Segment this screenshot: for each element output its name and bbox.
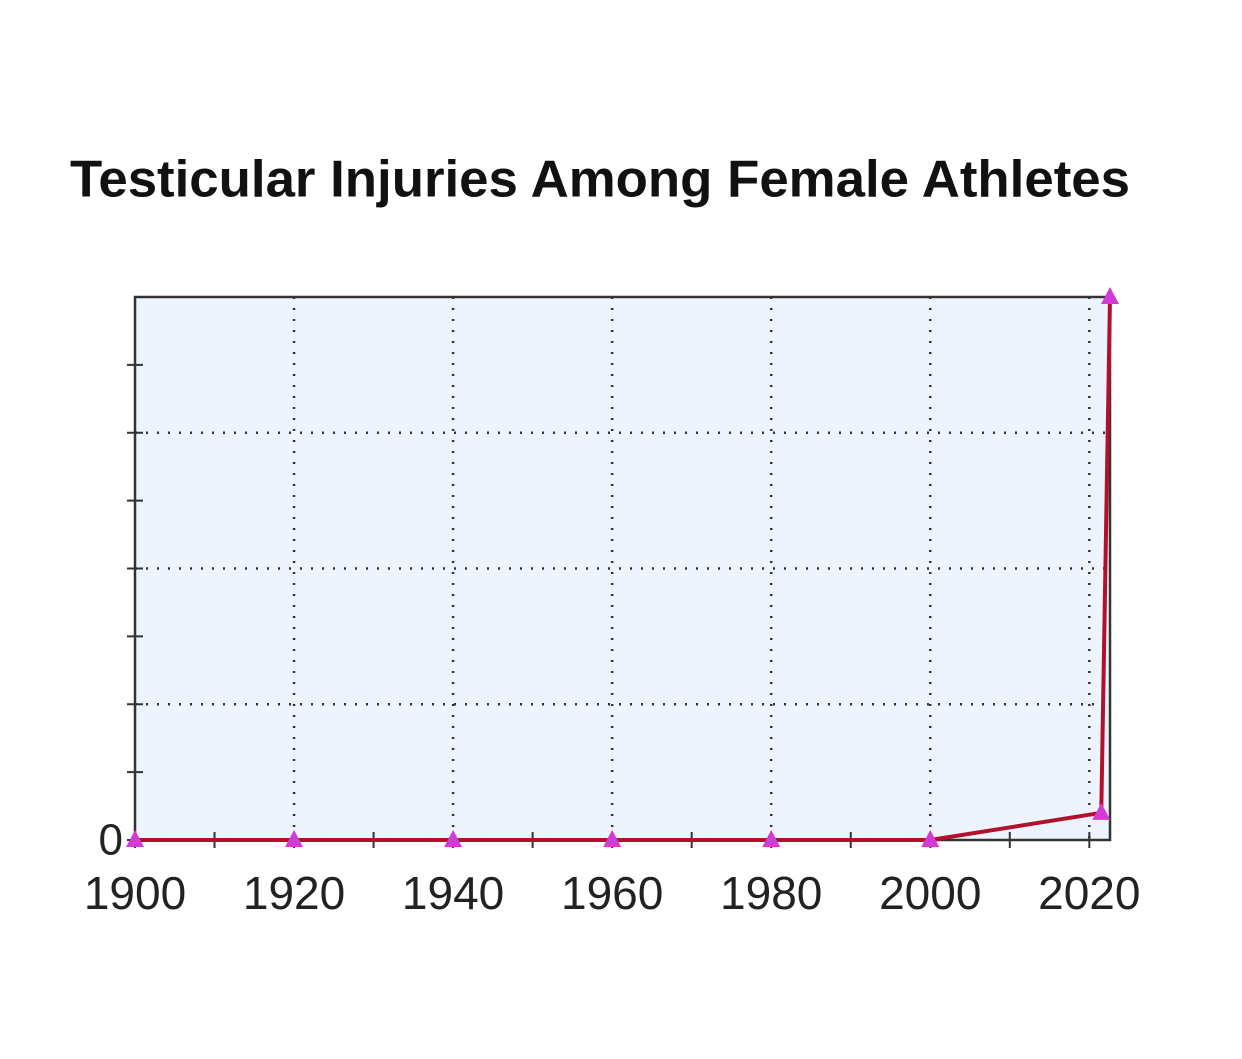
y-tick-label: 0 bbox=[99, 816, 123, 865]
x-tick-label: 1940 bbox=[402, 867, 504, 919]
x-tick-label: 2000 bbox=[879, 867, 981, 919]
data-marker bbox=[1092, 802, 1111, 820]
x-tick-label: 2020 bbox=[1038, 867, 1140, 919]
chart-title: Testicular Injuries Among Female Athlete… bbox=[70, 151, 1130, 209]
data-line bbox=[135, 296, 1112, 842]
plot-area bbox=[135, 297, 1110, 840]
data-marker bbox=[762, 830, 781, 847]
x-tick-label: 1920 bbox=[243, 867, 345, 919]
data-marker bbox=[126, 830, 144, 847]
x-tick-label: 1960 bbox=[561, 867, 663, 919]
x-tick-label: 1900 bbox=[84, 867, 186, 919]
data-marker bbox=[603, 830, 622, 847]
data-marker bbox=[444, 830, 463, 847]
data-marker bbox=[921, 830, 940, 847]
data-marker bbox=[1101, 287, 1119, 304]
data-marker bbox=[285, 830, 304, 847]
x-tick-label: 1980 bbox=[720, 867, 822, 919]
